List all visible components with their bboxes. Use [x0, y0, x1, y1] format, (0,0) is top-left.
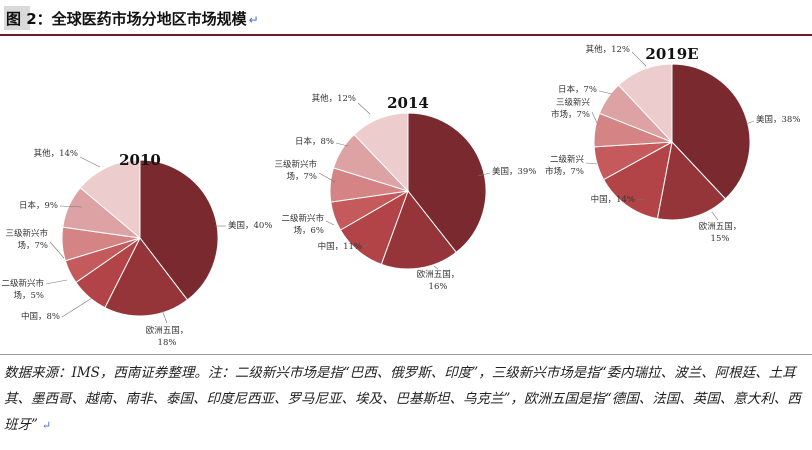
- leader-line-2014-7: [357, 102, 371, 115]
- pie-slice-2019E-1: [671, 63, 751, 200]
- slice-label-2014-1: 美国，39%: [492, 166, 536, 177]
- leader-line-2010-7: [79, 156, 101, 168]
- figure-title-text: 图 2：全球医药市场分地区市场规模: [6, 10, 247, 28]
- slice-label-2010-5: 三级新兴市场，7%: [5, 228, 48, 251]
- slice-label-2019E-1: 美国，38%: [756, 114, 800, 125]
- pie-slice-2019E-2: [656, 140, 727, 221]
- pie-chart-2010: 美国，40% 欧洲五国， 18% 中国，8% 二级新兴市场，5% 三级新兴市场，7% 日本，…: [1, 148, 272, 348]
- slice-label-2019E-7: 其他，12%: [586, 44, 630, 55]
- leader-line-2010-6: [59, 205, 83, 208]
- pie-slice-2010-7: [79, 159, 141, 240]
- pie-slice-2014-1: [407, 112, 487, 254]
- leader-line-2019E-3: [636, 198, 646, 201]
- leader-line-2014-5: [318, 172, 336, 183]
- figure-number-highlight: [4, 6, 30, 30]
- pie-slice-2014-7: [353, 112, 409, 193]
- leader-line-2014-6: [335, 142, 349, 147]
- pie-chart-2014: 美国，39% 欧洲五国， 16% 中国，11% 二级新兴市场，6% 三级新兴市场，7% 日本…: [274, 93, 536, 292]
- slice-label-2010-2: 欧洲五国， 18%: [146, 325, 189, 348]
- pie-slice-2010-2: [104, 237, 189, 317]
- slice-label-2010-1: 美国，40%: [228, 220, 272, 231]
- leader-line-2014-1: [477, 172, 491, 177]
- pie-title-2010: 2010: [119, 151, 161, 169]
- leader-line-2019E-1: [745, 120, 755, 125]
- source-divider: [0, 354, 812, 355]
- slice-label-2010-4: 二级新兴市场，5%: [1, 278, 44, 301]
- paragraph-mark-icon: ↵: [248, 13, 259, 27]
- leader-line-2019E-5: [591, 111, 599, 126]
- slice-label-2014-4: 二级新兴市场，6%: [281, 213, 324, 236]
- slice-label-2010-6: 日本，9%: [19, 200, 58, 211]
- pie-title-2019E: 2019E: [645, 45, 698, 63]
- leader-line-2010-5: [49, 241, 65, 259]
- pie-chart-2019E: 美国，38% 欧洲五国， 15% 中国，14% 二级新兴市场，7% 三级新兴市场，7% 日本…: [545, 44, 800, 244]
- leader-line-2010-2: [161, 309, 168, 324]
- leader-line-2014-4: [325, 220, 335, 226]
- paragraph-mark-icon: ↵: [41, 419, 52, 432]
- source-note: 数据来源：IMS，西南证券整理。注：二级新兴市场是指“巴西、俄罗斯、印度”，三级…: [4, 360, 804, 439]
- slice-label-2010-3: 中国，8%: [21, 311, 60, 322]
- leader-line-2019E-6: [598, 90, 613, 95]
- slice-label-2014-5: 三级新兴市场，7%: [274, 159, 317, 182]
- leader-line-2010-4: [45, 279, 68, 285]
- slice-label-2019E-4: 二级新兴市场，7%: [545, 154, 584, 177]
- leader-line-2014-3: [363, 243, 369, 248]
- leader-line-2014-2: [433, 265, 439, 270]
- pie-slice-2019E-7: [617, 63, 673, 144]
- slice-label-2019E-2: 欧洲五国， 15%: [699, 221, 742, 244]
- leader-line-2019E-7: [631, 51, 647, 67]
- pie-charts: 美国，40% 欧洲五国， 18% 中国，8% 二级新兴市场，5% 三级新兴市场，7% 日本，…: [1, 44, 800, 348]
- slice-label-2014-2: 欧洲五国， 16%: [417, 269, 460, 292]
- pie-title-2014: 2014: [387, 94, 429, 112]
- leader-line-2019E-2: [711, 211, 719, 221]
- slice-label-2014-3: 中国，11%: [318, 241, 362, 252]
- slice-label-2019E-3: 中国，14%: [591, 194, 635, 205]
- slice-label-2014-7: 其他，12%: [312, 93, 356, 104]
- pie-slice-2014-2: [380, 189, 457, 270]
- slice-label-2019E-5: 三级新兴市场，7%: [551, 97, 590, 120]
- source-note-text: 数据来源：IMS，西南证券整理。注：二级新兴市场是指“巴西、俄罗斯、印度”，三级…: [4, 365, 801, 433]
- slice-label-2019E-6: 日本，7%: [558, 84, 597, 95]
- pie-slice-2010-1: [139, 159, 219, 301]
- pie-slice-2019E-3: [602, 141, 673, 220]
- figure-title: 图 2：全球医药市场分地区市场规模 ↵: [6, 8, 259, 29]
- slice-label-2010-7: 其他，14%: [34, 148, 78, 159]
- leader-line-2019E-4: [585, 162, 598, 165]
- slice-label-2014-6: 日本，8%: [295, 136, 334, 147]
- leader-line-2010-3: [61, 297, 93, 318]
- figure-title-bar: 图 2：全球医药市场分地区市场规模 ↵: [0, 0, 812, 36]
